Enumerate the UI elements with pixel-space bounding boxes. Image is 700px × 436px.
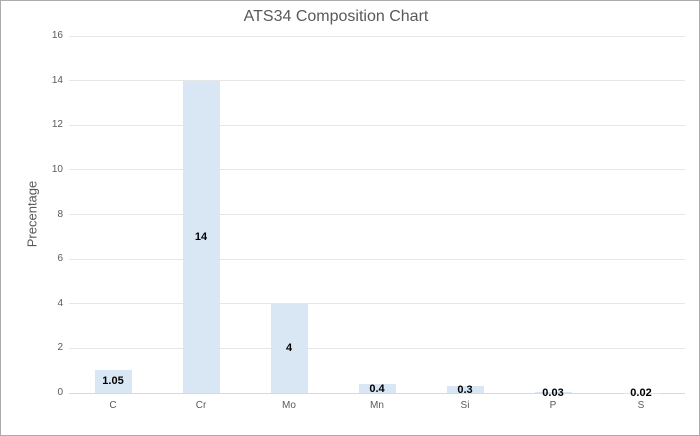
- plot-area: 1.05 14 4 0.4 0.3 0.03 0.02: [69, 35, 685, 399]
- x-tick-label-Mn: Mn: [370, 400, 384, 411]
- x-tick-label-S: S: [637, 400, 645, 411]
- gridline: [69, 169, 685, 171]
- bar-P: [534, 392, 572, 393]
- bar-Si: [446, 386, 484, 393]
- y-tick-label: 6: [57, 253, 63, 265]
- gridline: [69, 258, 685, 260]
- gridline: [69, 80, 685, 82]
- x-tick-label-Si: Si: [460, 400, 470, 411]
- y-tick-label: 14: [51, 74, 63, 86]
- x-tick-label-C: C: [109, 400, 117, 411]
- gridline: [69, 214, 685, 215]
- bar-C: [94, 369, 132, 393]
- x-axis-line: [69, 392, 685, 394]
- y-tick-label: 4: [57, 297, 63, 309]
- y-tick-label: 10: [51, 163, 63, 175]
- x-tick-label-Cr: Cr: [195, 400, 207, 411]
- gridline: [69, 347, 685, 349]
- gridline: [69, 35, 685, 37]
- y-tick-label: 16: [51, 30, 63, 41]
- y-tick-label: 0: [57, 387, 63, 398]
- bar-value-label: 0.02: [630, 386, 652, 399]
- x-tick-label-Mo: Mo: [282, 400, 296, 411]
- bar-value-label: 0.4: [369, 382, 385, 395]
- y-tick-label: 12: [51, 119, 63, 131]
- bar-S: [622, 392, 660, 393]
- y-tick-label: 2: [57, 342, 63, 354]
- bar-value-label: 0.03: [542, 386, 564, 399]
- gridline: [69, 124, 685, 126]
- bar-Mo: [270, 303, 308, 393]
- bar-Cr: [182, 80, 220, 393]
- gridline: [69, 303, 685, 305]
- bar-value-label: 0.3: [457, 383, 473, 396]
- bar-value-label: 4: [285, 342, 293, 355]
- chart-title: ATS34 Composition Chart: [243, 8, 429, 25]
- bar-Mn: [358, 384, 396, 393]
- x-tick-label-P: P: [549, 400, 557, 411]
- y-tick-label: 8: [57, 208, 63, 220]
- bar-value-label: 1.05: [102, 375, 124, 388]
- bar-value-label: 14: [194, 230, 208, 243]
